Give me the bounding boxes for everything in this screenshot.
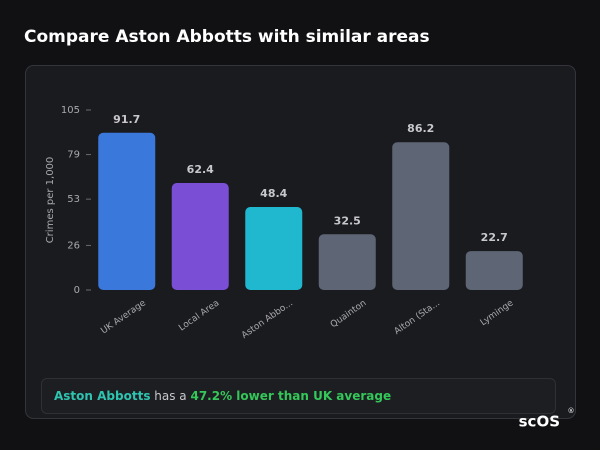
bar [465, 251, 523, 290]
bar [98, 132, 156, 290]
y-tick-label: 79 [67, 150, 80, 161]
bar [171, 183, 229, 290]
y-tick-label: 53 [67, 194, 80, 205]
value-label: 22.7 [481, 231, 508, 244]
brand: scOS [519, 413, 560, 431]
chart-title: Compare Aston Abbotts with similar areas [24, 27, 430, 47]
brand-mark: ® [568, 407, 575, 415]
value-label: 32.5 [334, 214, 361, 227]
summary-text: has a [150, 389, 191, 403]
summary: Aston Abbotts has a 47.2% lower than UK … [41, 378, 556, 414]
y-tick-label: 0 [74, 285, 80, 296]
value-label: 62.4 [187, 163, 214, 176]
summary-highlight: 47.2% lower than UK average [190, 389, 392, 403]
bar [392, 142, 450, 290]
value-label: 48.4 [260, 187, 287, 200]
value-label: 91.7 [113, 113, 140, 126]
value-label: 86.2 [407, 122, 434, 135]
y-axis-label: Crimes per 1,000 [45, 157, 56, 244]
y-tick-label: 105 [61, 105, 80, 116]
bar [318, 234, 376, 290]
summary-area: Aston Abbotts [54, 389, 151, 403]
y-tick-label: 26 [67, 240, 80, 251]
bar [245, 207, 303, 290]
